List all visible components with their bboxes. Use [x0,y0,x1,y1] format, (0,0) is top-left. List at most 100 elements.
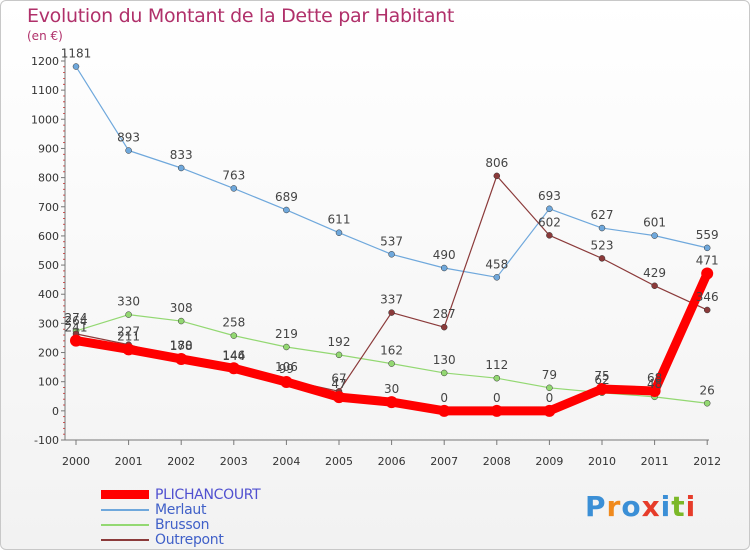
data-point-merlaut [546,205,553,213]
data-label-outrepont: 337 [380,293,403,307]
data-point-plichancourt [490,404,503,417]
logo-letter: i [660,490,672,523]
y-tick-label: -100 [34,434,59,447]
data-label-merlaut: 689 [275,190,298,204]
x-tick-label: 2004 [272,455,300,468]
data-point-merlaut [283,206,290,214]
data-label-outrepont: 67 [331,371,346,385]
data-label-brusson: 258 [222,316,245,330]
data-point-merlaut [125,147,132,154]
data-label-plichancourt: 0 [440,391,448,405]
data-label-outrepont: 287 [433,307,456,321]
data-point-brusson [230,332,238,339]
data-point-brusson [335,351,343,359]
y-tick-label: 700 [38,201,59,214]
data-label-merlaut: 627 [591,208,614,222]
data-point-plichancourt [122,343,135,356]
legend-swatch [101,538,149,541]
data-label-merlaut: 611 [328,213,351,227]
data-point-plichancourt [175,352,188,365]
data-label-outrepont: 429 [643,266,666,280]
data-point-brusson [546,384,553,392]
x-tick-label: 2012 [693,455,721,468]
data-label-merlaut: 763 [222,168,245,182]
y-tick-label: 1200 [31,55,59,68]
chart-title: Evolution du Montant de la Dette par Hab… [27,5,455,27]
data-label-brusson: 274 [65,311,88,325]
data-label-outrepont: 264 [65,314,88,328]
data-point-brusson [440,369,448,377]
data-label-brusson: 112 [485,358,508,372]
data-label-plichancourt: 211 [117,329,140,343]
data-label-merlaut: 1181 [61,47,92,61]
data-label-plichancourt: 68 [647,371,662,385]
data-label-plichancourt: 178 [170,339,193,353]
y-tick-label: 400 [38,288,59,301]
data-point-plichancourt [333,391,345,404]
data-label-outrepont: 523 [591,238,614,252]
legend-swatch [101,508,149,511]
data-point-merlaut [703,244,711,252]
x-tick-label: 2001 [115,455,143,468]
data-label-outrepont: 806 [485,156,508,170]
data-label-outrepont: 227 [117,325,140,339]
data-label-merlaut: 693 [538,189,561,203]
data-label-brusson: 219 [275,327,298,341]
data-label-plichancourt: 146 [222,348,245,362]
x-tick-label: 2006 [378,455,406,468]
data-label-brusson: 162 [380,344,403,358]
data-label-outrepont: 144 [222,349,245,363]
data-point-outrepont [703,306,711,314]
proxiti-logo: Proxiti [585,490,696,523]
data-point-brusson [703,400,711,407]
data-point-merlaut [493,274,501,281]
data-point-plichancourt [70,334,82,347]
logo-letter: P [585,490,607,523]
data-label-plichancourt: 471 [696,254,719,268]
data-label-plichancourt: 0 [546,391,554,405]
data-label-merlaut: 893 [117,131,140,145]
data-point-merlaut [230,185,238,192]
logo-letter: o [621,490,642,523]
logo-letter: t [671,490,686,523]
y-tick-label: 800 [38,172,59,185]
data-point-outrepont [388,309,395,316]
data-label-plichancourt: 47 [331,377,346,391]
y-tick-label: 0 [52,405,59,418]
data-label-plichancourt: 241 [65,321,88,335]
data-label-merlaut: 601 [643,216,666,230]
data-point-outrepont [546,232,553,239]
x-tick-label: 2011 [641,455,669,468]
data-point-plichancourt [227,362,240,375]
y-tick-label: 1000 [31,113,59,126]
data-label-brusson: 79 [542,368,557,382]
y-tick-label: 1100 [31,84,59,97]
data-label-outrepont: 602 [538,215,561,229]
x-tick-label: 2002 [167,455,195,468]
data-point-plichancourt [280,375,293,388]
legend-label: Outrepont [155,531,224,548]
data-point-merlaut [177,164,185,172]
x-tick-label: 2007 [430,455,458,468]
data-point-merlaut [440,264,448,272]
data-label-outrepont: 180 [170,338,193,352]
data-point-plichancourt [701,267,714,280]
data-point-merlaut [598,224,606,232]
legend-swatch [101,523,149,526]
data-label-merlaut: 559 [696,228,719,242]
logo-letter: x [641,490,661,523]
data-label-brusson: 130 [433,353,456,367]
legend-swatch [101,490,149,499]
logo-letter: r [606,490,622,523]
legend: PLICHANCOURT Merlaut Brusson Outrepont [101,487,261,548]
legend-item: Outrepont [101,531,260,548]
data-point-plichancourt [385,396,398,409]
data-label-outrepont: 346 [696,290,719,304]
legend-item: Brusson [101,517,260,533]
x-tick-label: 2003 [220,455,248,468]
data-point-outrepont [598,255,606,262]
x-tick-label: 2009 [535,455,563,468]
data-label-plichancourt: 0 [493,391,501,405]
data-label-brusson: 62 [594,373,609,387]
